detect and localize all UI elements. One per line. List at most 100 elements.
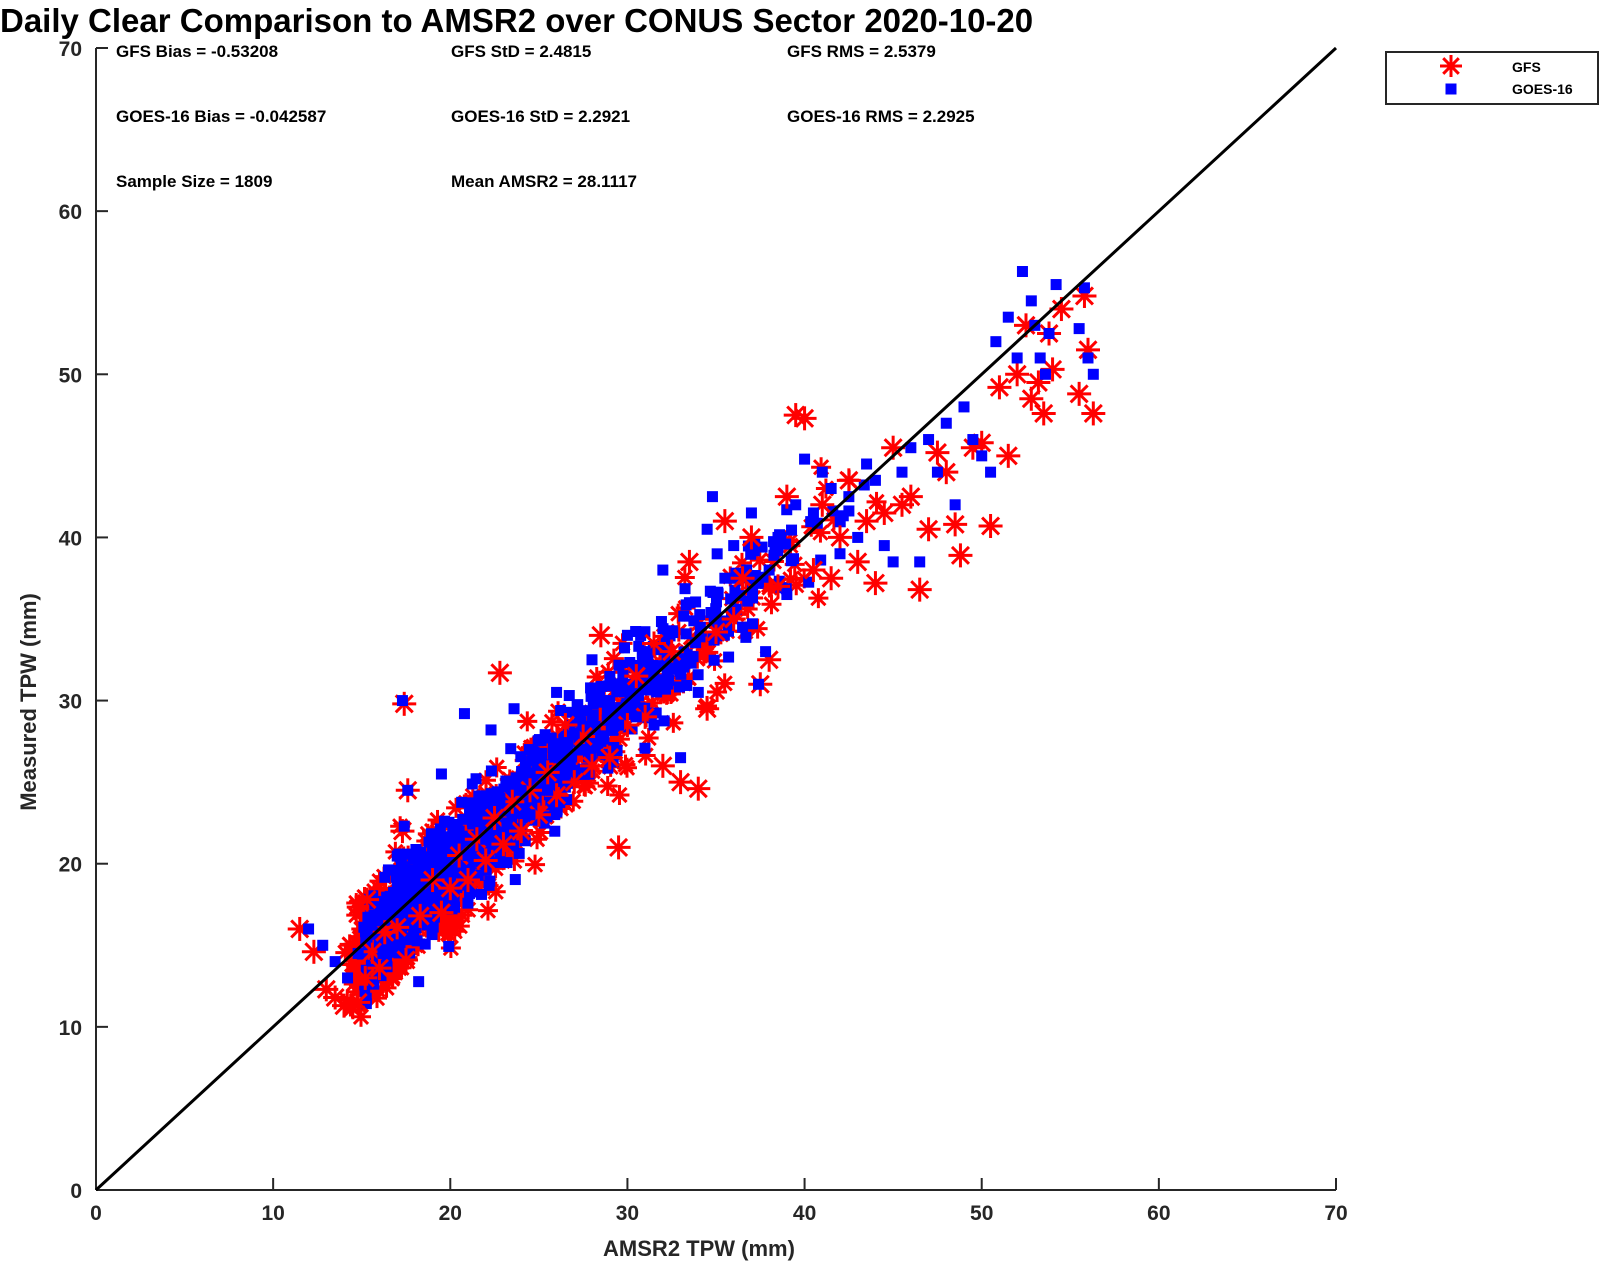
goes16-cloud-point [679, 583, 691, 595]
goes16-cloud-point [419, 938, 431, 950]
goes16-cloud-point [815, 554, 827, 566]
goes16-point [861, 458, 873, 470]
goes16-cloud-point [554, 797, 566, 809]
goes16-cloud-point [494, 851, 506, 863]
goes16-cloud-point [433, 884, 445, 896]
goes16-cloud-point [526, 755, 538, 767]
gfs-point [677, 549, 702, 574]
goes16-cloud-point [491, 803, 503, 815]
goes16-cloud-point [571, 700, 583, 712]
goes16-cloud-point [508, 776, 520, 788]
goes16-point [1002, 311, 1014, 323]
goes16-cloud-point [411, 935, 423, 947]
legend-gfs-marker [1440, 55, 1462, 77]
goes16-point [352, 947, 364, 959]
goes16-cloud-point [520, 776, 532, 788]
goes16-cloud-point [651, 686, 663, 698]
gfs-point [704, 620, 728, 645]
goes16-point [384, 890, 396, 902]
gfs-point [695, 696, 720, 721]
goes16-cloud-point [690, 637, 702, 649]
gfs-point [650, 753, 675, 778]
y-tick-label: 70 [59, 38, 82, 61]
goes16-cloud-point [368, 938, 380, 950]
goes16-point [781, 589, 793, 601]
goes16-cloud-point [622, 685, 634, 697]
goes16-point [692, 686, 704, 698]
plot-area: 0 10 20 30 40 50 60 70 0 10 20 30 40 50 60 70 [59, 38, 1348, 1225]
goes16-point [985, 466, 997, 478]
goes16-cloud-point [393, 848, 405, 860]
goes16-point [329, 956, 341, 968]
goes16-cloud-point [533, 778, 545, 790]
goes16-cloud-point [548, 751, 560, 763]
goes16-cloud-point [613, 659, 625, 671]
goes16-point [666, 662, 678, 674]
goes16-point [737, 621, 749, 633]
one-to-one-line [94, 46, 1338, 1192]
gfs-point [828, 525, 852, 550]
goes16-cloud-point [748, 545, 760, 557]
gfs-point [553, 713, 578, 738]
goes16-point [683, 597, 695, 609]
goes16-cloud-point [382, 907, 394, 919]
goes16-cloud-point [740, 631, 752, 643]
goes16-cloud-point [528, 799, 540, 811]
goes16-point [480, 833, 492, 845]
goes16-cloud-point [657, 674, 669, 686]
goes16-point [931, 466, 943, 478]
goes16-cloud-point [704, 585, 716, 597]
goes16-cloud-point [476, 790, 488, 802]
goes16-cloud-point [625, 705, 637, 717]
goes16-cloud-point [480, 798, 492, 810]
gfs-point [353, 965, 378, 990]
goes16-point [435, 768, 447, 780]
x-tick-label: 40 [793, 1202, 816, 1225]
goes16-point [409, 866, 421, 878]
gfs-point [668, 770, 693, 795]
gfs-point [801, 558, 826, 583]
goes16-cloud-point [742, 540, 754, 552]
stat-annotation: GOES-16 RMS = 2.2925 [787, 107, 975, 126]
goes16-cloud-point [550, 775, 562, 787]
goes16-point [790, 499, 802, 511]
goes16-cloud-point [650, 660, 662, 672]
goes16-point [444, 866, 456, 878]
goes16-cloud-point [491, 786, 503, 798]
goes16-cloud-point [434, 833, 446, 845]
y-tick-label: 60 [59, 201, 82, 224]
goes16-cloud-point [472, 869, 484, 881]
gfs-point [1067, 381, 1092, 406]
goes16-cloud-point [370, 930, 382, 942]
goes16-cloud-point [438, 868, 450, 880]
gfs-cloud-point [525, 854, 546, 875]
goes16-point [613, 719, 625, 731]
goes16-cloud-point [678, 610, 690, 622]
goes16-cloud-point [425, 828, 437, 840]
legend-goes16-marker [1445, 83, 1457, 95]
goes16-cloud-point [594, 690, 606, 702]
goes16-cloud-point [562, 739, 574, 751]
goes16-cloud-point [409, 887, 421, 899]
goes16-cloud-point [730, 603, 742, 615]
x-tick-label: 70 [1324, 1202, 1347, 1225]
gfs-point [836, 468, 861, 493]
goes16-cloud-point [721, 615, 733, 627]
goes16-point [303, 923, 315, 935]
goes16-point [630, 711, 642, 723]
goes16-cloud-point [710, 603, 722, 615]
goes16-cloud-point [485, 788, 497, 800]
goes16-point [551, 686, 563, 698]
goes16-cloud-point [457, 813, 469, 825]
goes16-point [1050, 279, 1062, 291]
goes16-cloud-point [413, 976, 425, 988]
goes16-cloud-point [596, 680, 608, 692]
gfs-point [346, 990, 371, 1015]
goes16-point [1082, 352, 1094, 364]
goes16-cloud-point [633, 640, 645, 652]
goes16-cloud-point [585, 682, 597, 694]
goes16-point [1073, 323, 1085, 335]
goes16-cloud-point [391, 877, 403, 889]
goes16-cloud-point [399, 848, 411, 860]
gfs-point [509, 819, 534, 844]
